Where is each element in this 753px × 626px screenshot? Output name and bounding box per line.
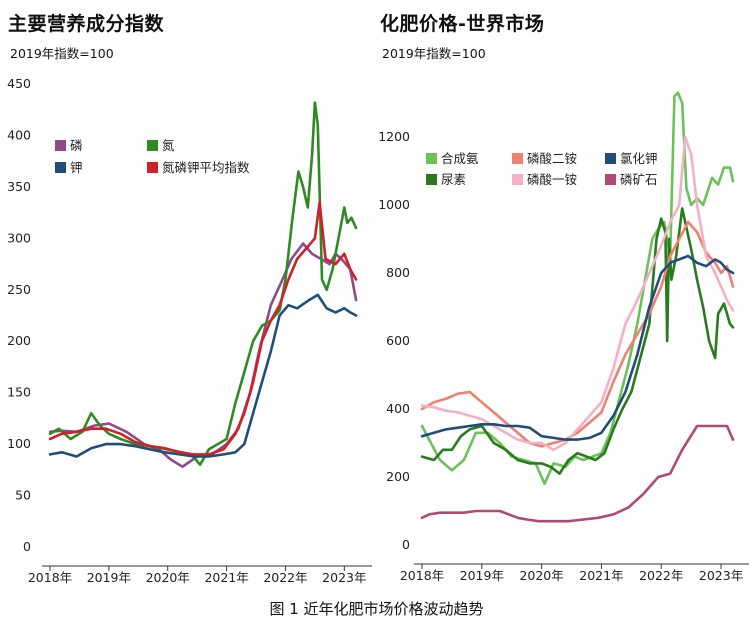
y-tick-label: 450 xyxy=(7,76,31,91)
legend-label: 氯化钾 xyxy=(620,151,658,166)
y-tick-label: 0 xyxy=(23,539,31,554)
y-tick-label: 100 xyxy=(7,436,31,451)
y-tick-label: 400 xyxy=(386,401,410,416)
legend-swatch xyxy=(55,162,66,173)
series-line xyxy=(48,293,358,458)
y-tick-label: 250 xyxy=(7,282,31,297)
x-tick-label: 2019年 xyxy=(460,568,504,583)
legend-swatch xyxy=(426,153,437,164)
x-tick-label: 2022年 xyxy=(263,570,307,585)
legend-label: 合成氨 xyxy=(441,151,479,166)
x-tick-label: 2023年 xyxy=(699,568,743,583)
y-tick-label: 400 xyxy=(7,127,31,142)
y-tick-label: 600 xyxy=(386,333,410,348)
chart-subtitle: 2019年指数=100 xyxy=(10,46,114,61)
legend-swatch xyxy=(147,140,158,151)
x-tick-label: 2021年 xyxy=(579,568,623,583)
series-line xyxy=(420,424,735,523)
x-tick-label: 2018年 xyxy=(28,570,72,585)
y-tick-label: 200 xyxy=(386,469,410,484)
series-line xyxy=(48,242,358,469)
legend-label: 尿素 xyxy=(441,172,466,187)
y-tick-label: 1200 xyxy=(378,129,410,144)
legend-swatch xyxy=(512,153,523,164)
y-tick-label: 50 xyxy=(15,488,31,503)
legend-label: 磷 xyxy=(70,138,83,153)
legend-swatch xyxy=(147,162,158,173)
x-tick-label: 2021年 xyxy=(204,570,248,585)
y-tick-label: 150 xyxy=(7,385,31,400)
legend-swatch xyxy=(512,174,523,185)
y-tick-label: 1000 xyxy=(378,197,410,212)
legend-label: 磷酸二铵 xyxy=(527,151,577,166)
legend-label: 磷矿石 xyxy=(620,172,658,187)
x-tick-label: 2019年 xyxy=(87,570,131,585)
series-line xyxy=(420,91,735,486)
chart-title: 化肥价格-世界市场 xyxy=(380,13,545,35)
legend-label: 氮磷钾平均指数 xyxy=(162,160,250,175)
series-line xyxy=(420,135,735,452)
y-tick-label: 350 xyxy=(7,179,31,194)
line-chart-world-prices: 0 200 400 600 800 1000 1200 2018年 2019年 2020年 2021… xyxy=(378,91,749,583)
legend-swatch xyxy=(55,140,66,151)
y-tick-label: 0 xyxy=(402,537,410,552)
legend-label: 磷酸一铵 xyxy=(527,172,577,187)
series-line xyxy=(420,220,735,448)
series-line xyxy=(420,254,735,441)
legend-label: 钾 xyxy=(70,160,83,175)
y-tick-label: 300 xyxy=(7,230,31,245)
x-tick-label: 2023年 xyxy=(322,570,366,585)
series-line xyxy=(48,101,358,467)
line-chart-nutrient-index: 0 50 100 150 200 250 300 350 400 450 2018年 2019年 202… xyxy=(7,76,372,585)
legend-swatch xyxy=(605,174,616,185)
series-line xyxy=(420,207,735,475)
legend-label: 氮 xyxy=(162,138,175,153)
legend-swatch xyxy=(426,174,437,185)
chart-subtitle: 2019年指数=100 xyxy=(382,46,486,61)
chart-panel-world-prices: 化肥价格-世界市场 2019年指数=100 0 200 400 600 800 1000 1… xyxy=(376,0,753,600)
x-tick-label: 2022年 xyxy=(639,568,683,583)
figure-caption: 图 1 近年化肥市场价格波动趋势 xyxy=(269,600,484,618)
x-tick-label: 2018年 xyxy=(400,568,444,583)
legend-swatch xyxy=(605,153,616,164)
y-tick-label: 800 xyxy=(386,265,410,280)
chart-panel-nutrient-index: 主要营养成分指数 2019年指数=100 0 50 100 150 200 250 300 3… xyxy=(0,0,376,600)
x-tick-label: 2020年 xyxy=(146,570,190,585)
y-tick-label: 200 xyxy=(7,333,31,348)
chart-title: 主要营养成分指数 xyxy=(8,13,165,35)
series-line xyxy=(48,201,358,456)
x-tick-label: 2020年 xyxy=(519,568,563,583)
